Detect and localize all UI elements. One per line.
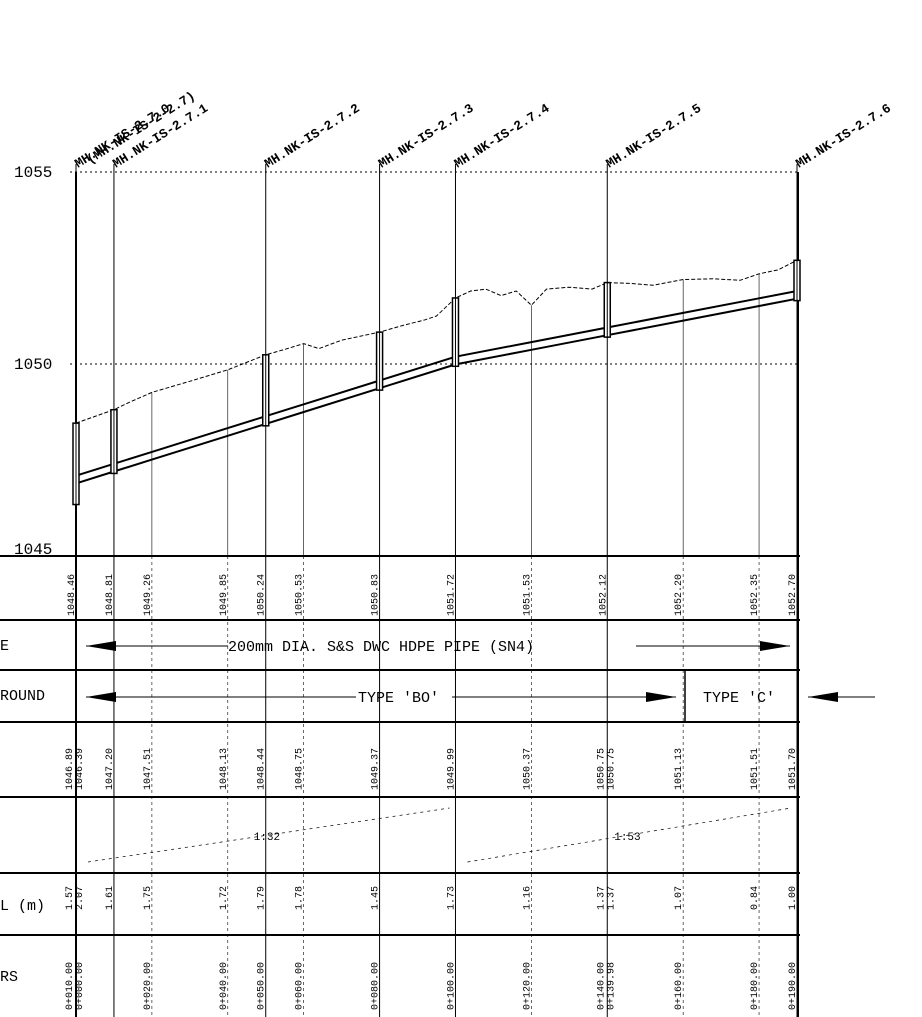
depth-value: 1.79 <box>257 886 268 910</box>
profile-lines <box>72 259 801 506</box>
ground-level-value: 1052.12 <box>598 574 609 616</box>
chainage-lines <box>75 164 798 1017</box>
pipe-band: 200mm DIA. S&S DWC HDPE PIPE (SN4) <box>86 639 790 656</box>
depth-value: 1.07 <box>674 886 685 910</box>
invert-level-value: 1050.75 <box>606 748 617 790</box>
invert-level-value: 1048.13 <box>219 748 230 790</box>
manhole-label: MH.NK-IS-2.7.5 <box>603 101 704 172</box>
invert-level-value: 1047.20 <box>105 748 116 790</box>
surround-type-c: TYPE 'C' <box>703 690 775 707</box>
depth-value: 1.73 <box>446 886 457 910</box>
depth-value: 1.75 <box>143 886 154 910</box>
depth-value: 1.57 <box>65 886 76 910</box>
depth-value: 1.37 <box>596 886 607 910</box>
elevation-label-1045: 1045 <box>14 541 52 559</box>
chainage-value: 0+000.00 <box>75 962 86 1010</box>
pipe-description: 200mm DIA. S&S DWC HDPE PIPE (SN4) <box>228 639 534 656</box>
gradient-line <box>87 807 450 863</box>
manhole-labels: MH.NK-IS-2.7.0(MH.NK-IS-2-2.7)MH.NK-IS-2… <box>72 89 894 172</box>
chainage-value: 0+120.00 <box>522 962 533 1010</box>
ground-level-value: 1052.70 <box>788 574 799 616</box>
depth-value: 1.61 <box>105 886 116 910</box>
ground-level-value: 1052.20 <box>674 574 685 616</box>
table-values: 1048.46 1048.81 1049.26 1049.85 1050.24 1050.… <box>65 574 799 1010</box>
ground-level-value: 1050.83 <box>371 574 382 616</box>
surround-type-bo: TYPE 'BO' <box>358 690 439 707</box>
ground-level-value: 1051.53 <box>522 574 533 616</box>
invert-level-value: 1051.70 <box>788 748 799 790</box>
invert-level-value: 1049.99 <box>446 748 457 790</box>
invert-level-value: 1046.89 <box>65 748 76 790</box>
ground-level-value: 1048.81 <box>105 574 116 616</box>
row-title-pipe: E <box>0 638 9 655</box>
gradient-line <box>467 807 792 863</box>
ground-level-value: 1050.24 <box>257 574 268 616</box>
depth-value: 1.45 <box>371 886 382 910</box>
depth-value: 2.07 <box>75 886 86 910</box>
ground-level-value: 1050.53 <box>295 574 306 616</box>
gradient-label: 1:53 <box>614 832 640 844</box>
invert-level-value: 1050.37 <box>522 748 533 790</box>
invert-level-value: 1046.39 <box>75 748 86 790</box>
manhole-label: MH.NK-IS-2.7.6 <box>793 101 894 172</box>
depth-value: 0.84 <box>750 886 761 910</box>
invert-level-value: 1047.51 <box>143 748 154 790</box>
ground-level-value: 1049.26 <box>143 574 154 616</box>
chainage-value: 0+010.00 <box>65 962 76 1010</box>
invert-level-value: 1049.37 <box>371 748 382 790</box>
chainage-value: 0+080.00 <box>371 962 382 1010</box>
row-title-surround: ROUND <box>0 688 45 705</box>
ground-level-value: 1049.85 <box>219 574 230 616</box>
chainage-value: 0+140.00 <box>596 962 607 1010</box>
ground-level-value: 1048.46 <box>67 574 78 616</box>
chainage-value: 0+020.00 <box>143 962 154 1010</box>
depth-value: 1.78 <box>295 886 306 910</box>
depth-value: 1.16 <box>522 886 533 910</box>
chainage-value: 0+160.00 <box>674 962 685 1010</box>
chainage-value: 0+050.00 <box>257 962 268 1010</box>
invert-level-value: 1050.75 <box>596 748 607 790</box>
chainage-value: 0+060.00 <box>295 962 306 1010</box>
chainage-value: 0+100.00 <box>446 962 457 1010</box>
row-title-chainage: RS <box>0 969 18 986</box>
ground-level-value: 1051.72 <box>446 574 457 616</box>
depth-value: 1.72 <box>219 886 230 910</box>
manhole-label: MH.NK-IS-2.7.2 <box>262 101 363 172</box>
chainage-value: 0+190.00 <box>788 962 799 1010</box>
elevation-label-1050: 1050 <box>14 356 52 374</box>
invert-level-value: 1051.51 <box>750 748 761 790</box>
depth-value: 1.00 <box>788 886 799 910</box>
chainage-value: 0+040.00 <box>219 962 230 1010</box>
row-title-depth: L (m) <box>0 898 45 915</box>
invert-level-value: 1048.75 <box>295 748 306 790</box>
ground-profile-line <box>75 259 798 424</box>
invert-level-value: 1048.44 <box>257 748 268 790</box>
chainage-value: 0+139.98 <box>606 962 617 1010</box>
elevation-label-1055: 1055 <box>14 164 52 182</box>
chainage-value: 0+180.00 <box>750 962 761 1010</box>
gradient-label: 1:32 <box>254 832 280 844</box>
ground-level-value: 1052.35 <box>750 574 761 616</box>
surround-band: TYPE 'BO' TYPE 'C' <box>86 670 875 722</box>
invert-level-value: 1051.13 <box>674 748 685 790</box>
depth-value: 1.37 <box>606 886 617 910</box>
pipe-invert-line <box>75 297 798 485</box>
